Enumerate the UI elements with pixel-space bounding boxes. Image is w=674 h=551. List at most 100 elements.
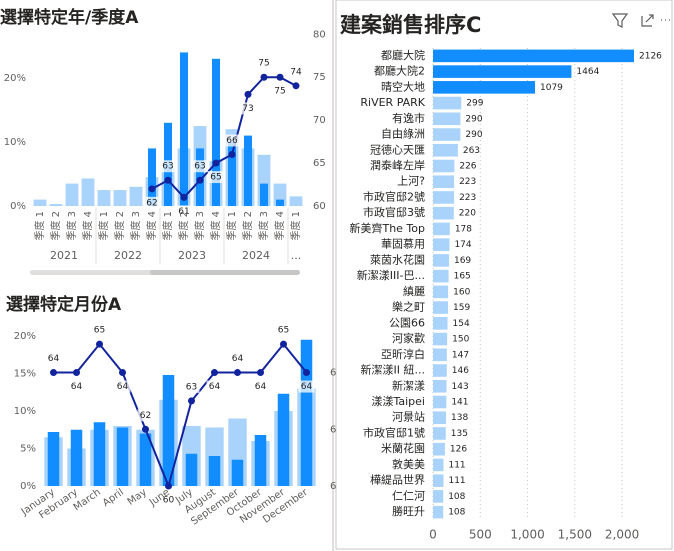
label-bg xyxy=(192,160,208,173)
label-bg xyxy=(137,409,154,422)
data-label: 220 xyxy=(459,209,476,219)
category-label: 萊茵水花園 xyxy=(370,253,425,266)
bar xyxy=(433,175,455,189)
x-tick-label: 季度 3 xyxy=(65,211,78,241)
y2-tick-label: 60 xyxy=(313,201,326,212)
label-bg xyxy=(45,352,62,365)
data-label: 1079 xyxy=(540,83,563,93)
x-tick-label: 季度 1 xyxy=(33,211,46,241)
x-tick-label: 季度 3 xyxy=(129,211,142,241)
label-bg xyxy=(68,380,85,393)
line-point xyxy=(165,482,172,490)
line-point xyxy=(276,73,284,81)
x-tick-label: 季度 2 xyxy=(241,211,254,241)
line-point xyxy=(119,369,126,377)
category-label: 新美齊The Top xyxy=(349,221,425,235)
category-label: 亞昕淳白 xyxy=(381,347,425,361)
line xyxy=(53,342,308,490)
y2-tick-label: 75 xyxy=(313,72,326,83)
data-label: 64 xyxy=(117,382,129,392)
bar xyxy=(212,58,220,206)
category-label: 新潔漾III-巴... xyxy=(357,268,425,282)
category-label: 有逸市 xyxy=(392,111,425,125)
data-label: 64 xyxy=(301,382,313,392)
scrollbar-thumb[interactable] xyxy=(150,270,300,275)
data-label: 64 xyxy=(48,354,60,364)
bar xyxy=(276,199,284,206)
label-bg xyxy=(176,205,192,218)
bar xyxy=(81,178,95,206)
category-label: 敦美美 xyxy=(392,457,425,471)
category-label: 華固慕用 xyxy=(381,237,425,251)
line-point xyxy=(234,369,241,377)
x-tick-label: 季度 1 xyxy=(97,211,110,241)
label-bg xyxy=(256,57,272,70)
bar xyxy=(70,429,83,486)
category-label: 仁仁河 xyxy=(392,489,425,502)
filter-icon[interactable] xyxy=(611,13,629,28)
visual-icons[interactable] xyxy=(611,13,670,28)
bar xyxy=(433,348,447,362)
category-label: RiVER PARK xyxy=(360,96,425,109)
data-label: 73 xyxy=(242,104,253,114)
label-bg xyxy=(160,160,176,173)
bar xyxy=(289,196,303,206)
y-tick-label: 10% xyxy=(14,406,36,417)
data-label: 146 xyxy=(452,366,469,376)
data-label: 147 xyxy=(452,350,469,360)
chart-title: 選擇特定年/季度A xyxy=(0,7,139,28)
bar xyxy=(433,458,444,472)
focus-icon[interactable] xyxy=(641,14,654,27)
bar xyxy=(433,301,449,314)
line-point xyxy=(212,159,220,167)
bar xyxy=(433,285,449,299)
data-label: 63 xyxy=(186,382,197,392)
bar xyxy=(433,364,447,377)
x-tick-label: 季度 2 xyxy=(177,211,190,241)
data-label: 160 xyxy=(453,287,470,297)
data-label: 66 xyxy=(226,136,238,146)
data-label: 65 xyxy=(94,326,105,336)
bar xyxy=(208,456,221,486)
bar xyxy=(433,411,447,425)
line-point xyxy=(96,340,103,348)
bar xyxy=(300,339,313,486)
bar xyxy=(433,317,448,330)
data-label: 141 xyxy=(451,398,468,408)
bar xyxy=(139,433,152,486)
bar xyxy=(33,199,47,206)
x-tick-label: 季度 2 xyxy=(49,211,62,241)
bar xyxy=(433,379,447,393)
y2-tick-label: 6 xyxy=(330,368,336,379)
x-tick-label: 2,000 xyxy=(605,528,639,542)
label-bg xyxy=(288,65,304,78)
year-label: ... xyxy=(291,249,302,262)
category-label: 自由綠洲 xyxy=(381,127,425,141)
data-label: 75 xyxy=(274,87,285,97)
data-label: 2126 xyxy=(639,51,662,61)
bar xyxy=(97,190,111,206)
visual-border xyxy=(335,0,673,550)
y-tick-label: 0% xyxy=(20,481,36,492)
data-label: 135 xyxy=(451,429,468,439)
bar xyxy=(433,222,450,236)
bar xyxy=(433,206,454,220)
x-tick-label: May xyxy=(126,487,149,508)
bar xyxy=(433,49,635,63)
category-label: 漾漾Taipei xyxy=(371,394,425,408)
x-tick-label: 季度 1 xyxy=(289,211,302,241)
bar xyxy=(254,435,267,486)
data-label: 154 xyxy=(453,319,470,329)
label-bg xyxy=(252,380,269,393)
x-tick-label: 季度 2 xyxy=(113,211,126,241)
line-point xyxy=(280,340,287,348)
label-bg xyxy=(144,196,160,209)
data-label: 159 xyxy=(453,303,470,313)
bar xyxy=(433,65,572,78)
data-label: 174 xyxy=(454,240,471,250)
category-label: 河家歡 xyxy=(392,331,425,345)
bar xyxy=(116,427,129,486)
data-label: 178 xyxy=(455,224,472,234)
data-label: 165 xyxy=(454,272,471,282)
data-label: 299 xyxy=(466,99,483,109)
